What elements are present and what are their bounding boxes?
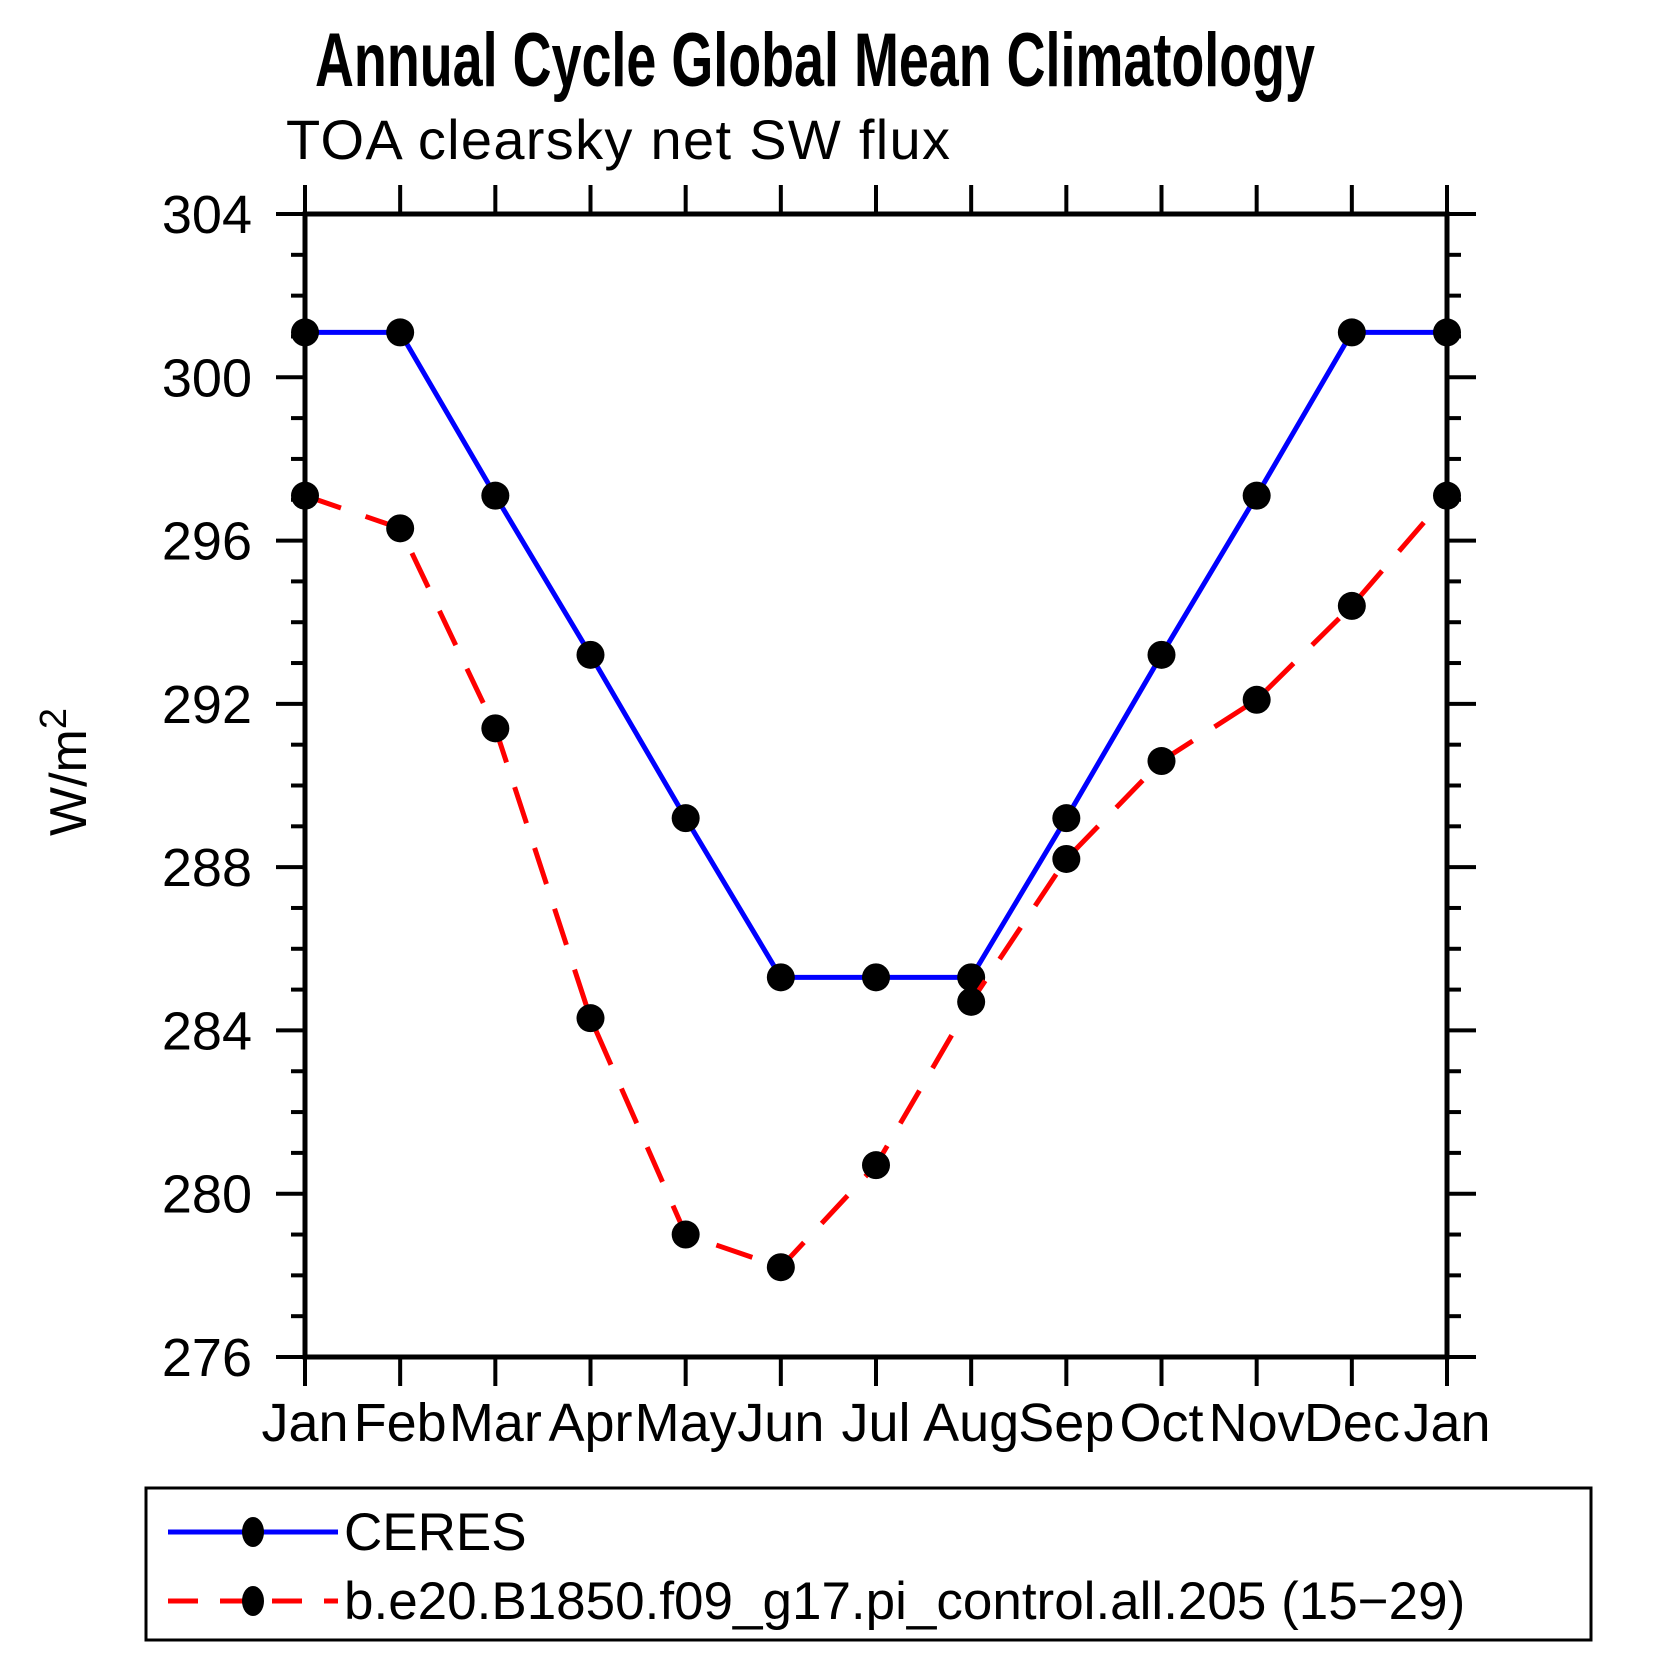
y-tick-label: 292 — [162, 675, 252, 735]
ceres-point-dec-11 — [1337, 318, 1366, 347]
ceres-point-may-4 — [671, 804, 700, 833]
ceres-point-mar-2 — [481, 481, 510, 510]
x-tick-label: Dec — [1304, 1393, 1400, 1453]
ceres-point-jul-6 — [862, 963, 890, 992]
ceres-point-jan-12 — [1433, 318, 1461, 347]
model-point-jan-0 — [291, 481, 319, 510]
legend-row-model: b.e20.B1850.f09_g17.pi_control.all.205 (… — [168, 1572, 1465, 1631]
x-axis-ticks: Jan Feb Mar Apr May Jun Jul Aug Sep Oct Nov Dec Jan — [261, 185, 1491, 1453]
y-tick-label: 284 — [162, 1001, 252, 1061]
x-tick-label: Jan — [261, 1393, 348, 1453]
ceres-point-jan-0 — [291, 318, 319, 347]
x-tick-label: Aug — [923, 1393, 1019, 1453]
x-tick-label: Apr — [548, 1393, 632, 1453]
ceres-point-feb-1 — [386, 318, 415, 347]
y-axis-label-base: W/m — [40, 729, 98, 836]
model-point-nov-10 — [1242, 685, 1271, 714]
y-tick-label: 300 — [162, 348, 252, 408]
chart-title: Annual Cycle Global Mean Climatology — [315, 18, 1315, 103]
ceres-point-oct-9 — [1147, 640, 1176, 669]
model-point-jul-6 — [862, 1151, 890, 1180]
legend-marker — [242, 1586, 264, 1616]
x-tick-label: Oct — [1119, 1393, 1203, 1453]
model-point-feb-1 — [386, 514, 415, 543]
model-point-oct-9 — [1147, 747, 1176, 776]
y-tick-label: 288 — [162, 838, 252, 898]
model-point-apr-3 — [576, 1004, 605, 1033]
model-point-may-4 — [671, 1220, 700, 1249]
model-point-jun-5 — [766, 1253, 795, 1282]
x-tick-label: Jun — [737, 1393, 824, 1453]
model-point-jan-12 — [1433, 481, 1461, 510]
legend: CERES b.e20.B1850.f09_g17.pi_control.all.… — [144, 1486, 1593, 1642]
y-axis-label-group: W/m2 — [33, 708, 98, 836]
x-tick-label: Mar — [449, 1393, 542, 1453]
y-tick-label: 304 — [162, 185, 252, 245]
y-axis-label: W/m2 — [33, 708, 98, 836]
ceres-point-jun-5 — [766, 963, 795, 992]
legend-label: b.e20.B1850.f09_g17.pi_control.all.205 (… — [344, 1572, 1465, 1631]
ceres-point-sep-8 — [1052, 804, 1081, 833]
ceres-point-aug-7 — [957, 963, 986, 992]
legend-marker — [242, 1517, 264, 1547]
y-axis-label-exponent: 2 — [33, 708, 75, 729]
legend-row-ceres: CERES — [168, 1503, 527, 1562]
x-tick-label: Feb — [354, 1393, 447, 1453]
model-point-aug-7 — [957, 987, 986, 1016]
chart-subtitle: TOA clearsky net SW flux — [286, 108, 950, 171]
x-tick-label: Jan — [1403, 1393, 1490, 1453]
y-axis-ticks: 276 280 284 288 292 296 300 304 — [162, 185, 1476, 1388]
x-tick-label: Nov — [1209, 1393, 1305, 1453]
y-tick-label: 280 — [162, 1165, 252, 1225]
model-point-dec-11 — [1337, 591, 1366, 620]
y-tick-label: 296 — [162, 512, 252, 572]
ceres-point-nov-10 — [1242, 481, 1271, 510]
y-tick-label: 276 — [162, 1328, 252, 1388]
legend-box — [144, 1486, 1593, 1642]
model-point-sep-8 — [1052, 844, 1081, 873]
model-point-mar-2 — [481, 714, 510, 743]
legend-label: CERES — [344, 1503, 527, 1562]
x-tick-label: Jul — [841, 1393, 910, 1453]
x-tick-label: Sep — [1018, 1393, 1114, 1453]
ceres-point-apr-3 — [576, 640, 605, 669]
x-tick-label: May — [635, 1393, 737, 1453]
